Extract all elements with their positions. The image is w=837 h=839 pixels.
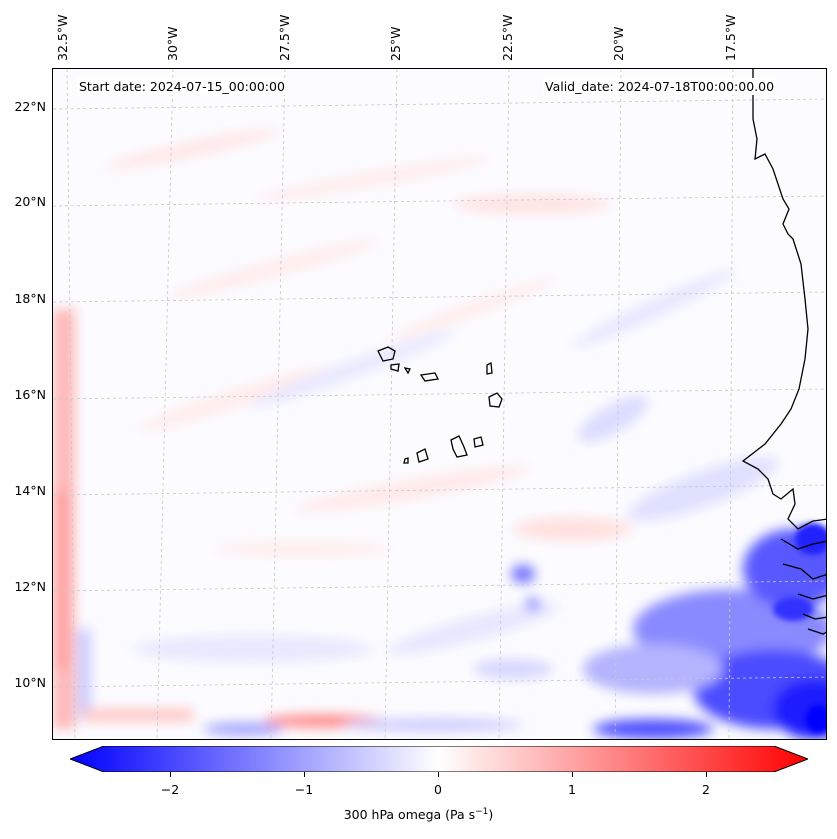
colorbar-tick-mark: [304, 772, 305, 777]
colorbar: [70, 746, 808, 772]
start-date-label: Start date: 2024-07-15_00:00:00: [77, 78, 287, 95]
gridlines: [53, 69, 826, 739]
lat-label-10n: 10°N: [14, 675, 46, 690]
colorbar-label-exponent: −1: [475, 807, 489, 817]
lat-label-14n: 14°N: [14, 483, 46, 498]
colorbar-tick-mark: [170, 772, 171, 777]
colorbar-label-end: ): [488, 807, 494, 823]
lon-label-25w: 25°W: [388, 26, 403, 61]
colorbar-tick-mark: [572, 772, 573, 777]
lon-label-17.5w: 17.5°W: [723, 14, 738, 61]
omega-patches: [53, 128, 826, 739]
colorbar-tick-label: 2: [702, 782, 710, 797]
lon-label-32.5w: 32.5°W: [55, 14, 70, 61]
colorbar-label-main: 300 hPa omega (Pa s: [343, 807, 476, 823]
lat-label-22n: 22°N: [14, 99, 46, 114]
colorbar-tick-label: −1: [294, 782, 314, 797]
lon-label-30w: 30°W: [165, 26, 180, 61]
valid-date-label: Valid_date: 2024-07-18T00:00:00.00: [543, 78, 777, 95]
lat-label-20n: 20°N: [14, 194, 46, 209]
coastline: [377, 69, 826, 635]
lon-label-27.5w: 27.5°W: [277, 14, 292, 61]
colorbar-tick-mark: [438, 772, 439, 777]
colorbar-tick-label: 0: [434, 782, 442, 797]
colorbar-label: 300 hPa omega (Pa s−1): [0, 807, 837, 822]
colorbar-tick-mark: [706, 772, 707, 777]
colorbar-tick-label: 1: [568, 782, 576, 797]
colorbar-tick-label: −2: [160, 782, 180, 797]
lat-label-18n: 18°N: [14, 291, 46, 306]
lon-label-20w: 20°W: [611, 26, 626, 61]
lat-label-12n: 12°N: [14, 579, 46, 594]
lat-label-16n: 16°N: [14, 387, 46, 402]
omega-field-map: [53, 69, 826, 739]
lon-label-22.5w: 22.5°W: [500, 14, 515, 61]
map-panel: [52, 68, 827, 740]
